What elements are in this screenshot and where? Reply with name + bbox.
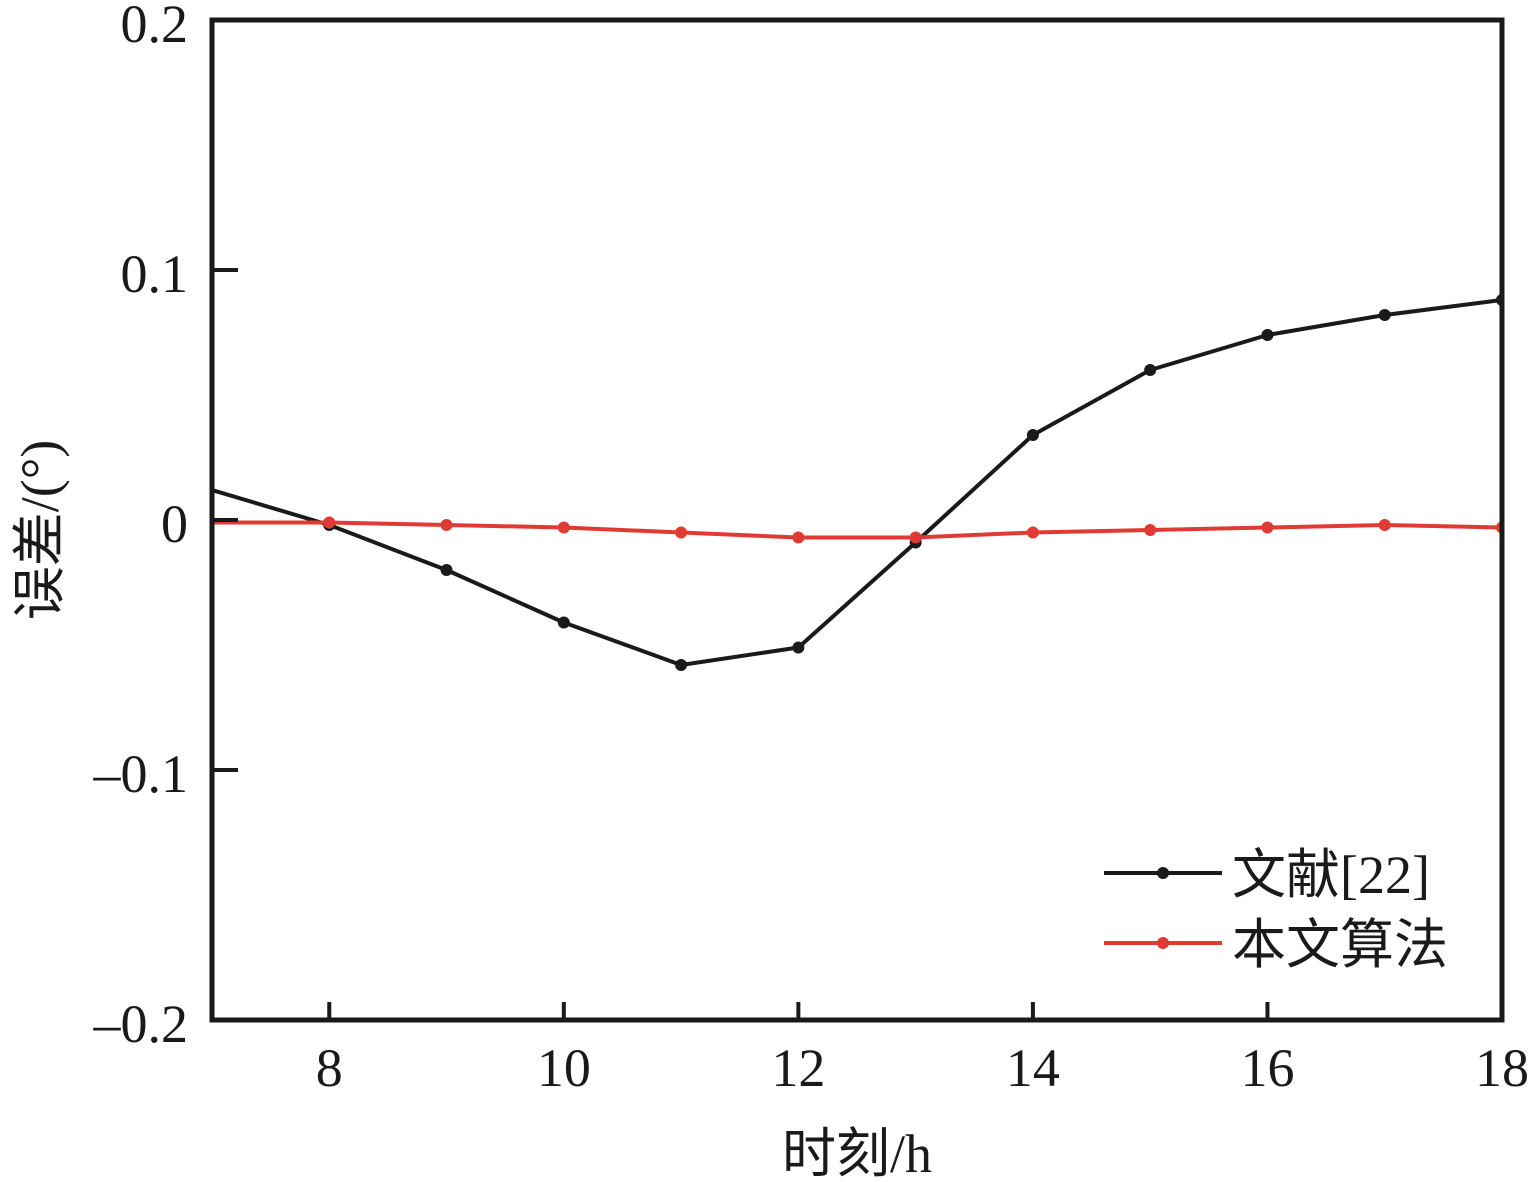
series-group	[212, 294, 1502, 671]
series-2-point	[909, 531, 922, 544]
series-1-point	[1261, 329, 1274, 341]
x-axis-label: 时刻/h	[782, 1124, 932, 1182]
series-2-point	[440, 519, 453, 531]
x-tick-label: 12	[771, 1038, 825, 1098]
series-2-point	[675, 526, 688, 539]
x-tick-label: 14	[1006, 1038, 1060, 1098]
legend-label-2: 本文算法	[1232, 915, 1448, 975]
series-layer	[212, 294, 1502, 671]
ticks-layer: 8 10 12 14 16 18 –0.2 –0.1 0 0.1 0.2	[93, 0, 1530, 1098]
x-tick-label: 10	[537, 1038, 591, 1098]
y-tick-label: 0.1	[121, 244, 189, 304]
legend: 文献[22] 本文算法	[1104, 845, 1448, 975]
series-2-point	[792, 531, 805, 544]
series-1-point	[440, 564, 453, 576]
y-axis-label: 误差/(°)	[10, 440, 70, 621]
series-2-point	[1026, 526, 1039, 539]
series-1-point	[1144, 364, 1157, 376]
series-2-point	[1261, 521, 1274, 534]
x-tick-label: 8	[316, 1038, 343, 1098]
series-2-point	[1378, 519, 1391, 531]
series-1-point	[1026, 429, 1039, 441]
series-1-point	[557, 616, 570, 629]
series-2-point	[323, 516, 336, 529]
x-tick-label: 16	[1240, 1038, 1294, 1098]
legend-marker-1	[1157, 867, 1169, 879]
y-tick-label: 0	[161, 494, 188, 554]
x-tick-label: 18	[1475, 1038, 1529, 1098]
legend-label-1: 文献[22]	[1232, 845, 1430, 905]
series-line-1	[212, 298, 1502, 667]
series-1-point	[792, 641, 805, 654]
series-2-point	[557, 521, 570, 534]
series-2-point	[1144, 524, 1157, 536]
y-tick-label: –0.1	[93, 744, 189, 804]
series-1-point	[675, 659, 688, 671]
y-tick-label: 0.2	[121, 0, 189, 54]
series-line-2	[212, 520, 1502, 540]
y-tick-label: –0.2	[93, 994, 189, 1054]
legend-marker-2	[1157, 937, 1169, 949]
series-1-point	[1378, 309, 1391, 321]
